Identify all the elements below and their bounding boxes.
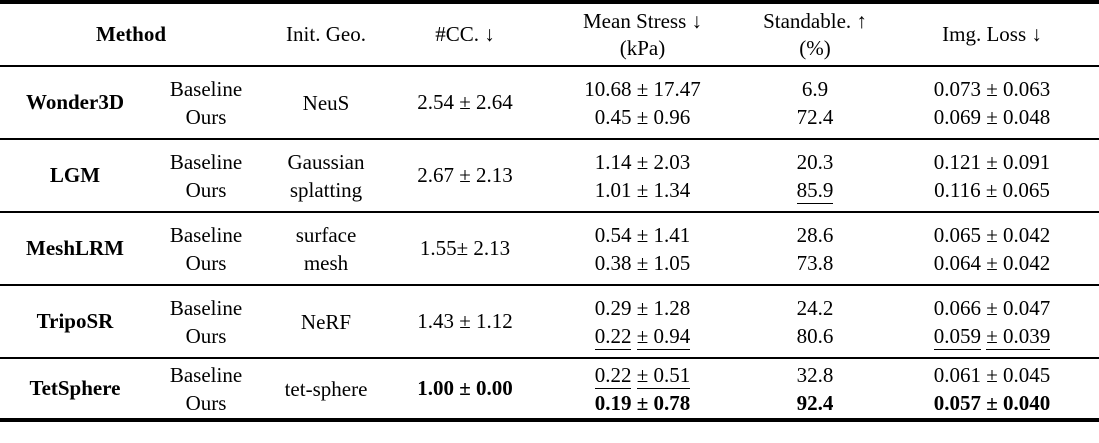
col-header-cc: #CC. ↓	[435, 22, 495, 46]
cc-cell: 2.67 ± 2.13	[417, 163, 513, 187]
mean-stress-cell: 0.22 ± 0.51 0.19 ± 0.78	[540, 358, 745, 420]
img-loss-baseline: 0.061 ± 0.045	[933, 362, 1051, 387]
col-header-standable-label: Standable. ↑	[763, 8, 867, 33]
standable-ours: 80.6	[796, 323, 834, 348]
cc-cell: 2.54 ± 2.64	[417, 90, 513, 114]
variant-baseline-label: Baseline	[169, 149, 243, 174]
mean-stress-baseline: 1.14 ± 2.03	[594, 149, 691, 174]
standable-baseline: 6.9	[801, 76, 829, 101]
standable-ours: 73.8	[796, 250, 834, 275]
variant-ours-label: Ours	[185, 390, 227, 415]
img-loss-cell: 0.061 ± 0.045 0.057 ± 0.040	[885, 358, 1099, 420]
col-header-mean-stress-unit: (kPa)	[619, 35, 666, 60]
mean-stress-ours: 0.22 ± 0.94	[594, 323, 691, 350]
method-cell: Wonder3D	[25, 90, 124, 114]
table-row-meshlrm: MeshLRM Baseline Ours surface mesh 1.55±…	[0, 212, 1099, 285]
table-row-lgm: LGM Baseline Ours Gaussian splatting 2.6…	[0, 139, 1099, 212]
variant-cell: Baseline Ours	[150, 212, 262, 285]
method-cell: MeshLRM	[26, 236, 124, 260]
init-geo-cell: surface mesh	[295, 222, 357, 275]
mean-stress-cell: 0.54 ± 1.41 0.38 ± 1.05	[540, 212, 745, 285]
standable-ours: 92.4	[796, 390, 834, 415]
mean-stress-ours: 0.38 ± 1.05	[594, 250, 691, 275]
img-loss-cell: 0.121 ± 0.091 0.116 ± 0.065	[885, 139, 1099, 212]
mean-stress-ours: 0.19 ± 0.78	[594, 390, 691, 415]
img-loss-baseline: 0.065 ± 0.042	[933, 222, 1051, 247]
mean-stress-baseline: 0.29 ± 1.28	[594, 295, 691, 320]
mean-stress-cell: 1.14 ± 2.03 1.01 ± 1.34	[540, 139, 745, 212]
variant-ours-label: Ours	[185, 250, 227, 275]
results-table: Method Init. Geo. #CC. ↓ Mean Stress ↓ (…	[0, 0, 1099, 422]
table-row-triposr: TripoSR Baseline Ours NeRF 1.43 ± 1.12 0…	[0, 285, 1099, 358]
cc-cell: 1.43 ± 1.12	[417, 309, 513, 333]
img-loss-cell: 0.073 ± 0.063 0.069 ± 0.048	[885, 66, 1099, 139]
table-row-tetsphere: TetSphere Baseline Ours tet-sphere 1.00 …	[0, 358, 1099, 420]
variant-cell: Baseline Ours	[150, 66, 262, 139]
variant-baseline-label: Baseline	[169, 362, 243, 387]
standable-cell: 28.6 73.8	[745, 212, 885, 285]
img-loss-ours: 0.057 ± 0.040	[933, 390, 1051, 415]
standable-cell: 6.9 72.4	[745, 66, 885, 139]
method-cell: LGM	[49, 163, 101, 187]
variant-baseline-label: Baseline	[169, 76, 243, 101]
mean-stress-baseline: 0.54 ± 1.41	[594, 222, 691, 247]
col-header-img-loss: Img. Loss ↓	[942, 22, 1042, 46]
col-header-standable: Standable. ↑ (%)	[745, 2, 885, 66]
init-geo-cell: NeuS	[302, 90, 350, 115]
cc-cell: 1.00 ± 0.00	[417, 376, 513, 400]
col-header-init-geo: Init. Geo.	[286, 22, 366, 46]
standable-cell: 24.2 80.6	[745, 285, 885, 358]
img-loss-cell: 0.065 ± 0.042 0.064 ± 0.042	[885, 212, 1099, 285]
standable-baseline: 32.8	[796, 362, 834, 387]
img-loss-ours: 0.116 ± 0.065	[934, 177, 1050, 202]
col-header-mean-stress: Mean Stress ↓ (kPa)	[540, 2, 745, 66]
standable-ours: 85.9	[796, 177, 834, 204]
variant-ours-label: Ours	[185, 177, 227, 202]
mean-stress-baseline: 10.68 ± 17.47	[584, 76, 701, 101]
variant-baseline-label: Baseline	[169, 295, 243, 320]
method-cell: TripoSR	[36, 309, 114, 333]
table-row-wonder3d: Wonder3D Baseline Ours NeuS 2.54 ± 2.64 …	[0, 66, 1099, 139]
mean-stress-ours: 1.01 ± 1.34	[594, 177, 691, 202]
init-geo-cell: NeRF	[300, 309, 352, 334]
standable-cell: 20.3 85.9	[745, 139, 885, 212]
col-header-method: Method	[96, 22, 166, 46]
img-loss-ours: 0.064 ± 0.042	[933, 250, 1051, 275]
img-loss-cell: 0.066 ± 0.047 0.059 ± 0.039	[885, 285, 1099, 358]
method-cell: TetSphere	[29, 376, 121, 400]
img-loss-ours: 0.069 ± 0.048	[933, 104, 1051, 129]
mean-stress-cell: 0.29 ± 1.28 0.22 ± 0.94	[540, 285, 745, 358]
img-loss-baseline: 0.066 ± 0.047	[933, 295, 1051, 320]
variant-ours-label: Ours	[185, 323, 227, 348]
standable-ours: 72.4	[796, 104, 834, 129]
mean-stress-cell: 10.68 ± 17.47 0.45 ± 0.96	[540, 66, 745, 139]
col-header-mean-stress-label: Mean Stress ↓	[583, 8, 702, 33]
init-geo-cell: tet-sphere	[284, 376, 368, 401]
standable-baseline: 24.2	[796, 295, 834, 320]
img-loss-baseline: 0.073 ± 0.063	[933, 76, 1051, 101]
img-loss-baseline: 0.121 ± 0.091	[933, 149, 1051, 174]
variant-ours-label: Ours	[185, 104, 227, 129]
mean-stress-ours: 0.45 ± 0.96	[594, 104, 691, 129]
variant-baseline-label: Baseline	[169, 222, 243, 247]
variant-cell: Baseline Ours	[150, 358, 262, 420]
img-loss-ours: 0.059 ± 0.039	[933, 323, 1051, 350]
init-geo-cell: Gaussian splatting	[287, 149, 365, 202]
standable-baseline: 28.6	[796, 222, 834, 247]
cc-cell: 1.55± 2.13	[419, 236, 511, 260]
header-row: Method Init. Geo. #CC. ↓ Mean Stress ↓ (…	[0, 2, 1099, 66]
variant-cell: Baseline Ours	[150, 139, 262, 212]
standable-cell: 32.8 92.4	[745, 358, 885, 420]
mean-stress-baseline: 0.22 ± 0.51	[594, 362, 691, 389]
variant-cell: Baseline Ours	[150, 285, 262, 358]
col-header-standable-unit: (%)	[799, 35, 831, 60]
standable-baseline: 20.3	[796, 149, 834, 174]
